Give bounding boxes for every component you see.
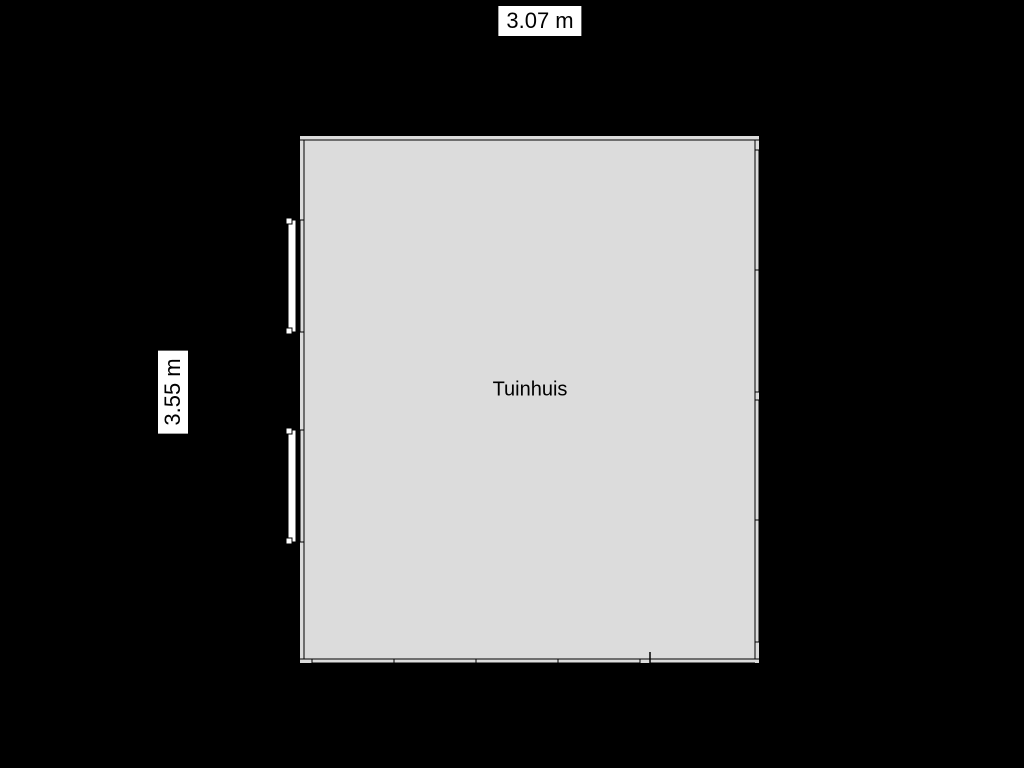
dimension-top: 3.07 m bbox=[498, 6, 581, 36]
dimension-left: 3.55 m bbox=[158, 350, 188, 433]
floorplan-canvas: 3.07 m 3.55 m Tuinhuis bbox=[0, 0, 1024, 768]
room-label: Tuinhuis bbox=[493, 379, 568, 402]
